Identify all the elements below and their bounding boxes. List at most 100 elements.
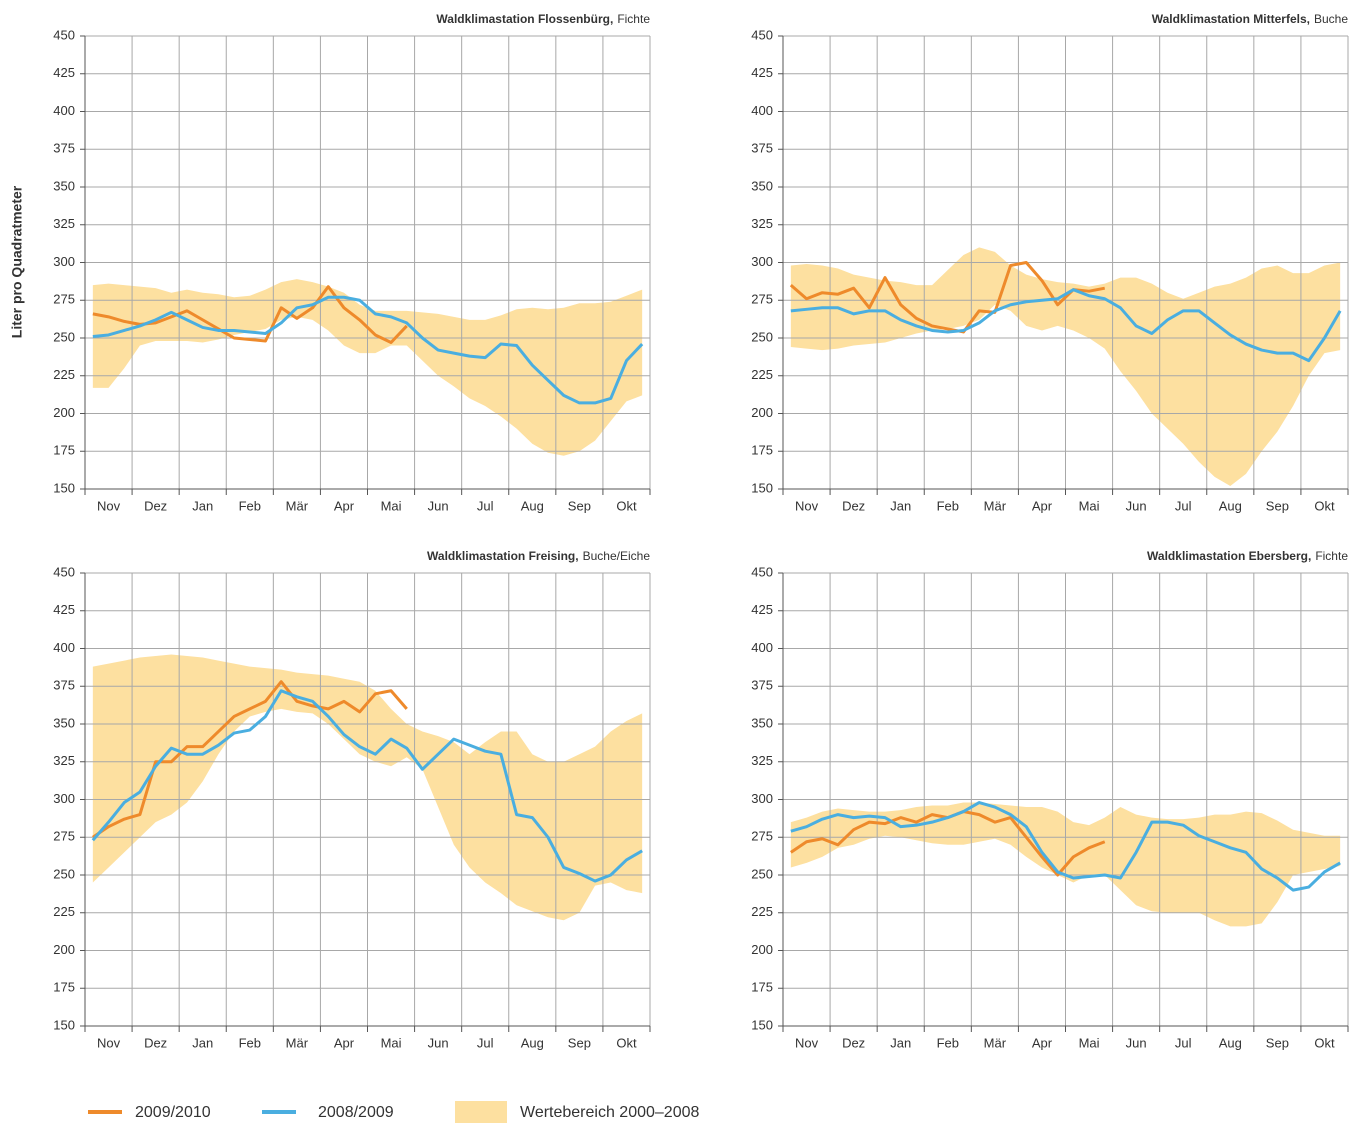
- x-tick-label: Jul: [1175, 1035, 1192, 1050]
- y-tick-label: 425: [751, 602, 773, 617]
- x-tick-label: Sep: [568, 1035, 591, 1050]
- y-tick-label: 450: [751, 27, 773, 42]
- x-tick-label: Nov: [97, 1035, 121, 1050]
- y-tick-label: 250: [751, 329, 773, 344]
- y-tick-label: 350: [53, 178, 75, 193]
- y-tick-label: 400: [751, 103, 773, 118]
- legend-label: 2009/2010: [135, 1104, 211, 1121]
- y-tick-label: 375: [751, 678, 773, 693]
- x-tick-label: Mär: [286, 498, 309, 513]
- y-tick-label: 325: [53, 216, 75, 231]
- range-band: [790, 247, 1341, 486]
- y-tick-label: 325: [751, 216, 773, 231]
- x-tick-label: Mai: [381, 498, 402, 513]
- chart-title: Waldklimastation Ebersberg, Fichte: [1147, 549, 1348, 563]
- y-tick-label: 225: [53, 904, 75, 919]
- x-tick-label: Feb: [239, 1035, 261, 1050]
- x-tick-label: Feb: [239, 498, 261, 513]
- x-tick-label: Jul: [1175, 498, 1192, 513]
- y-tick-label: 450: [751, 564, 773, 579]
- x-tick-label: Jan: [890, 498, 911, 513]
- x-tick-label: Nov: [795, 498, 819, 513]
- series-line: [91, 689, 643, 883]
- chart-title-station: Waldklimastation Freising,: [427, 549, 579, 563]
- x-tick-label: Okt: [616, 1035, 637, 1050]
- legend-swatch: [455, 1101, 507, 1123]
- chart-subtitle: Fichte: [1315, 549, 1348, 563]
- y-tick-label: 275: [53, 292, 75, 307]
- y-tick-label: 375: [751, 141, 773, 156]
- x-tick-label: Jul: [477, 498, 494, 513]
- y-tick-label: 275: [53, 829, 75, 844]
- x-tick-label: Jan: [192, 498, 213, 513]
- x-tick-label: Feb: [937, 498, 959, 513]
- chart-subtitle: Buche: [1314, 12, 1348, 26]
- chart-subtitle: Fichte: [617, 12, 650, 26]
- y-tick-label: 175: [751, 980, 773, 995]
- chart-title-station: Waldklimastation Ebersberg,: [1147, 549, 1311, 563]
- y-tick-label: 250: [751, 866, 773, 881]
- panel: 150 175 200 225 250 275 300 325 350 375 400 425 450 N…: [751, 12, 1349, 513]
- x-tick-label: Sep: [568, 498, 591, 513]
- y-tick-label: 350: [751, 715, 773, 730]
- y-tick-label: 200: [53, 942, 75, 957]
- x-tick-label: Mai: [1079, 1035, 1100, 1050]
- y-tick-label: 450: [53, 27, 75, 42]
- y-tick-label: 200: [751, 405, 773, 420]
- legend-label: 2008/2009: [318, 1104, 394, 1121]
- x-tick-label: Aug: [1219, 1035, 1242, 1050]
- y-tick-label: 150: [53, 1017, 75, 1032]
- y-tick-label: 425: [53, 65, 75, 80]
- series-line: [789, 261, 1106, 334]
- chart-title: Waldklimastation Flossenbürg, Fichte: [436, 12, 650, 26]
- y-tick-label: 225: [53, 367, 75, 382]
- y-tick-label: 450: [53, 564, 75, 579]
- y-tick-label: 200: [53, 405, 75, 420]
- x-tick-label: Jun: [428, 498, 449, 513]
- series-line: [790, 801, 1341, 892]
- y-tick-label: 400: [53, 640, 75, 655]
- x-tick-label: Jun: [1126, 498, 1147, 513]
- x-tick-label: Jun: [1126, 1035, 1147, 1050]
- x-tick-label: Mär: [984, 1035, 1007, 1050]
- x-tick-label: Jun: [428, 1035, 449, 1050]
- series-line: [92, 680, 408, 839]
- panel: 150 175 200 225 250 275 300 325 350 375 400 425 450 N…: [751, 549, 1349, 1050]
- y-tick-label: 250: [53, 329, 75, 344]
- x-tick-label: Aug: [521, 1035, 544, 1050]
- y-tick-label: 150: [53, 480, 75, 495]
- x-tick-label: Jul: [477, 1035, 494, 1050]
- y-tick-label: 175: [751, 443, 773, 458]
- y-tick-label: 325: [53, 753, 75, 768]
- chart-title-station: Waldklimastation Flossenbürg,: [436, 12, 613, 26]
- x-tick-label: Aug: [1219, 498, 1242, 513]
- y-tick-label: 300: [53, 254, 75, 269]
- y-tick-label: 350: [751, 178, 773, 193]
- y-tick-label: 300: [751, 791, 773, 806]
- x-tick-label: Mai: [1079, 498, 1100, 513]
- y-tick-label: 425: [53, 602, 75, 617]
- y-tick-label: 225: [751, 367, 773, 382]
- x-tick-label: Okt: [1314, 498, 1335, 513]
- y-tick-label: 400: [53, 103, 75, 118]
- y-axis-label: Liter pro Quadratmeter: [9, 185, 25, 338]
- panel: 150 175 200 225 250 275 300 325 350 375 400 425 450 N…: [53, 549, 651, 1050]
- y-tick-label: 250: [53, 866, 75, 881]
- x-tick-label: Nov: [97, 498, 121, 513]
- x-tick-label: Okt: [616, 498, 637, 513]
- y-tick-label: 275: [751, 829, 773, 844]
- y-tick-label: 325: [751, 753, 773, 768]
- x-tick-label: Sep: [1266, 1035, 1289, 1050]
- x-tick-label: Mär: [286, 1035, 309, 1050]
- x-tick-label: Aug: [521, 498, 544, 513]
- x-tick-label: Dez: [144, 498, 167, 513]
- chart-subtitle: Buche/Eiche: [583, 549, 651, 563]
- x-tick-label: Mär: [984, 498, 1007, 513]
- series-line: [92, 295, 644, 405]
- x-tick-label: Apr: [1032, 498, 1053, 513]
- series-line: [790, 288, 1342, 363]
- y-tick-label: 300: [751, 254, 773, 269]
- x-tick-label: Dez: [144, 1035, 167, 1050]
- x-tick-label: Nov: [795, 1035, 819, 1050]
- y-tick-label: 375: [53, 141, 75, 156]
